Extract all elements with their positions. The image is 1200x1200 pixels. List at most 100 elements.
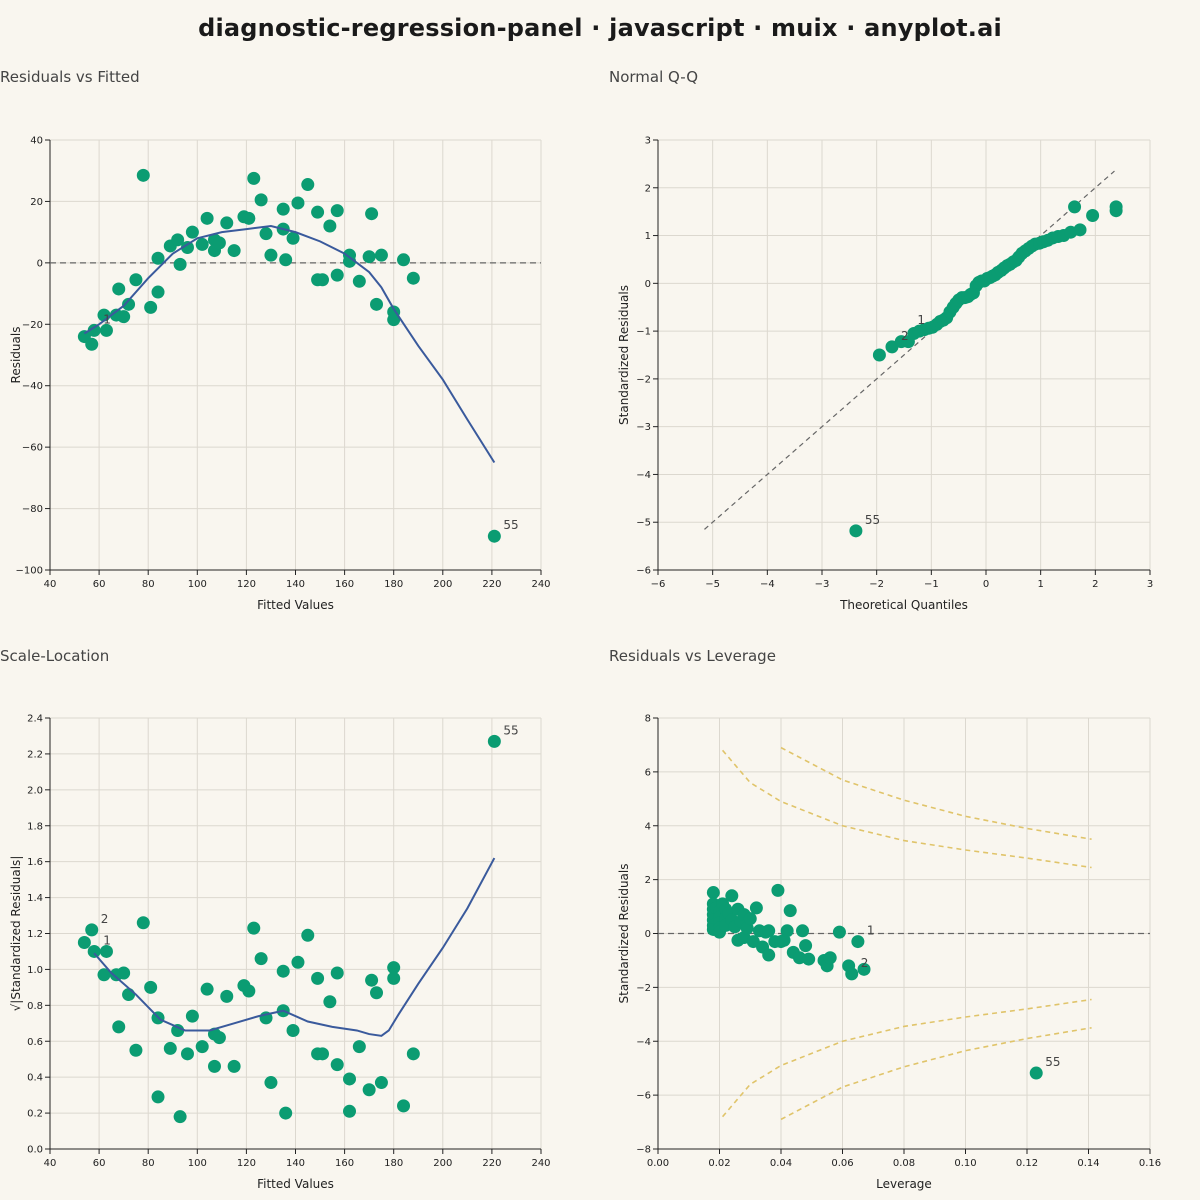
data-point: [387, 971, 401, 985]
x-axis-title: Theoretical Quantiles: [839, 598, 968, 612]
data-point: [487, 734, 501, 748]
data-point: [362, 250, 376, 264]
data-point: [122, 297, 136, 311]
data-point: [227, 1059, 241, 1073]
panel-title-residuals-vs-fitted: Residuals vs Fitted: [0, 68, 140, 86]
data-point: [122, 988, 136, 1002]
y-tick-label: −2: [636, 983, 651, 994]
data-point: [276, 964, 290, 978]
x-axis-title: Leverage: [876, 1177, 932, 1191]
data-point: [783, 904, 797, 918]
x-tick-label: −4: [760, 579, 775, 590]
x-tick-label: 0.10: [954, 1158, 976, 1169]
data-point: [370, 986, 384, 1000]
data-point: [242, 984, 256, 998]
y-tick-label: 2: [645, 183, 651, 194]
x-tick-label: 0.14: [1077, 1158, 1099, 1169]
y-tick-label: −100: [16, 566, 43, 577]
data-point: [872, 348, 886, 362]
y-tick-label: −1: [636, 327, 651, 338]
panel-title-normal-qq: Normal Q-Q: [609, 68, 699, 86]
data-point: [291, 955, 305, 969]
data-point: [370, 297, 384, 311]
data-point: [136, 168, 150, 182]
data-point: [185, 225, 199, 239]
x-tick-label: 220: [482, 579, 501, 590]
data-point: [1068, 200, 1082, 214]
x-tick-label: −6: [651, 579, 666, 590]
y-tick-label: 6: [645, 767, 651, 778]
data-point: [144, 300, 158, 314]
data-point: [749, 901, 763, 915]
y-tick-label: 8: [645, 714, 651, 725]
point-annotation: 1: [103, 933, 111, 947]
data-point: [247, 171, 261, 185]
data-point: [323, 219, 337, 233]
data-point: [136, 916, 150, 930]
data-point: [85, 923, 99, 937]
y-tick-label: 1.2: [27, 929, 43, 940]
y-tick-label: 1.8: [27, 821, 43, 832]
data-point: [362, 1083, 376, 1097]
y-tick-label: 4: [645, 821, 651, 832]
data-point: [343, 1072, 357, 1086]
y-tick-label: −2: [636, 374, 651, 385]
data-point: [254, 952, 268, 966]
data-point: [200, 982, 214, 996]
data-point: [87, 323, 101, 337]
data-point: [365, 973, 379, 987]
y-tick-label: 0.4: [27, 1073, 43, 1084]
x-tick-label: −3: [815, 579, 830, 590]
data-point: [823, 951, 837, 965]
data-point: [279, 253, 293, 267]
smooth-trend-line: [93, 857, 496, 1037]
data-point: [311, 205, 325, 219]
data-point: [254, 193, 268, 207]
data-point: [279, 1106, 293, 1120]
data-point: [301, 178, 315, 192]
data-point: [112, 282, 126, 296]
data-point: [799, 939, 813, 953]
data-point: [180, 241, 194, 254]
data-point: [264, 1076, 278, 1090]
smooth-trend-line: [83, 224, 496, 464]
data-point: [301, 928, 315, 942]
data-point: [352, 274, 366, 288]
data-point: [286, 1023, 300, 1037]
data-point: [330, 966, 344, 980]
data-point: [352, 1040, 366, 1054]
data-point: [374, 248, 388, 262]
data-point: [227, 244, 241, 258]
y-tick-label: 1.4: [27, 893, 43, 904]
y-tick-label: −5: [636, 518, 651, 529]
panel-rvf: 40 60 80 100 120 140 160 180 200 220 240−100−80−60…: [9, 136, 551, 613]
data-point: [311, 971, 325, 985]
y-tick-label: 2.4: [27, 714, 43, 725]
data-point: [365, 207, 379, 221]
panel-qq: −6 −5 −4 −3 −2 −1 0 1 2 3−6−5−4−3−2−10123Theoreti…: [617, 136, 1153, 613]
y-tick-label: 1.6: [27, 857, 43, 868]
x-tick-label: 0.02: [708, 1158, 730, 1169]
x-tick-label: 80: [142, 1158, 155, 1169]
y-tick-label: 20: [30, 197, 43, 208]
x-tick-label: 120: [237, 579, 256, 590]
point-annotation: 55: [503, 518, 518, 532]
y-tick-label: −4: [636, 470, 651, 481]
point-annotation: 1: [917, 313, 925, 327]
data-point: [796, 924, 810, 938]
data-point: [397, 253, 411, 267]
data-point: [276, 202, 290, 216]
qq-reference-line: [704, 170, 1115, 530]
data-point: [851, 935, 865, 949]
data-point: [706, 886, 720, 900]
x-tick-label: 200: [433, 579, 452, 590]
data-point: [343, 1104, 357, 1118]
y-tick-label: 1.0: [27, 965, 43, 976]
data-point: [487, 529, 501, 543]
data-point: [343, 254, 357, 268]
data-point: [832, 925, 846, 939]
x-tick-label: 140: [286, 579, 305, 590]
x-tick-label: 60: [93, 579, 106, 590]
y-tick-label: −6: [636, 1091, 651, 1102]
